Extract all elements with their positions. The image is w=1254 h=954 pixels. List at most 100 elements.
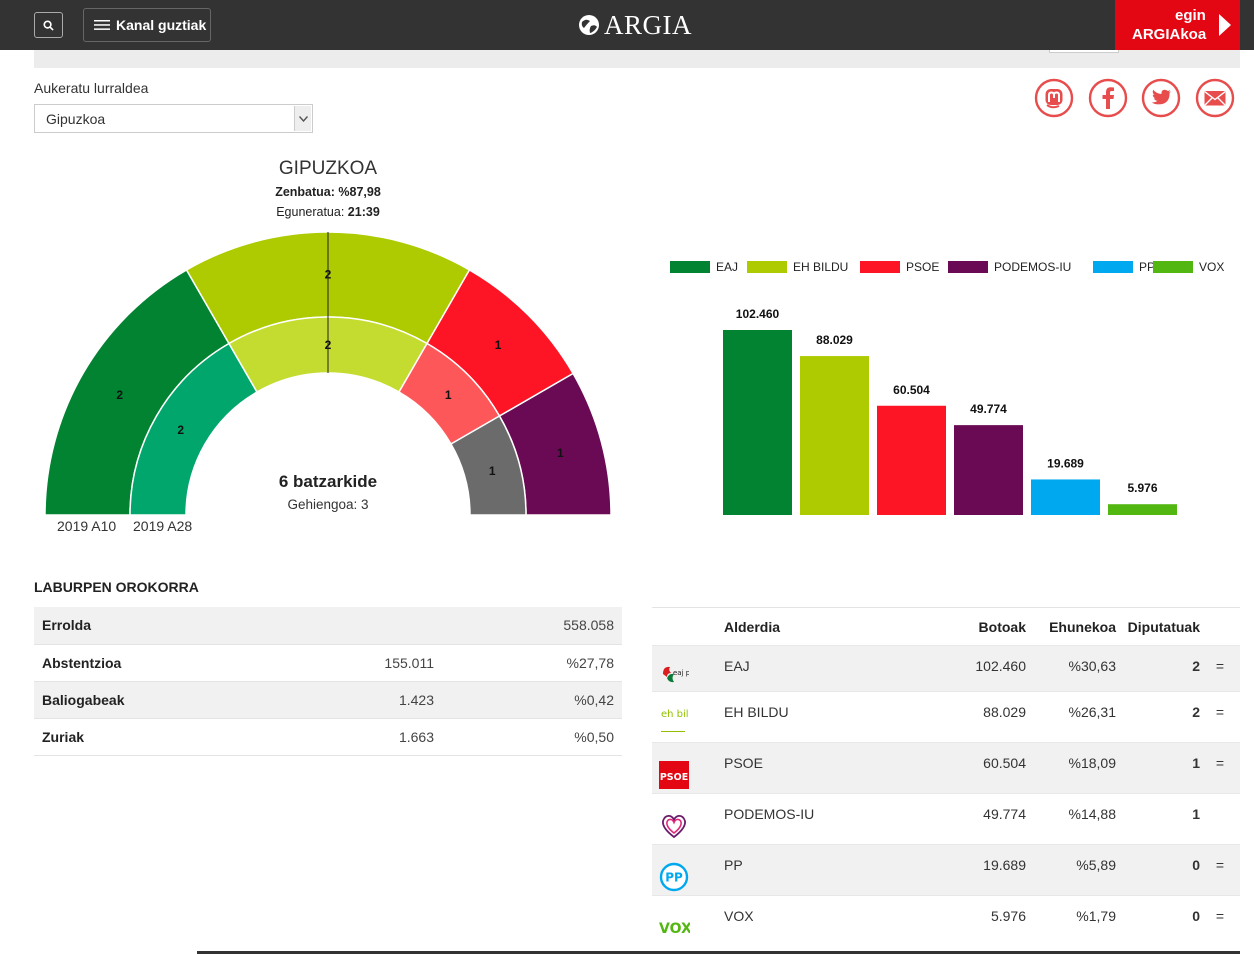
- party-votes: 88.029: [936, 691, 1026, 743]
- legend-label[interactable]: VOX: [1199, 260, 1224, 274]
- seat-change: =: [1200, 844, 1240, 896]
- party-seats: 2: [1116, 691, 1200, 743]
- table-row: eaj pnv EAJ 102.460 %30,63 2 =: [652, 645, 1240, 692]
- bar-value-label: 5.976: [1127, 481, 1157, 495]
- seat-slice-label: 1: [495, 338, 502, 352]
- updated-value: 21:39: [347, 205, 380, 219]
- party-percent: %18,09: [1026, 742, 1116, 794]
- bar-eh-bildu[interactable]: [800, 356, 869, 515]
- region-select-label: Aukeratu lurraldea: [34, 80, 149, 96]
- legend-label[interactable]: EAJ: [716, 260, 738, 274]
- bar-podemos-iu[interactable]: [954, 425, 1023, 515]
- seats-chart: 22112211: [44, 231, 612, 516]
- seat-slice-label: 1: [445, 388, 452, 402]
- percent-header: Ehunekoa: [1026, 607, 1116, 646]
- summary-count: 155.011: [322, 644, 442, 682]
- summary-table: Errolda 558.058 Abstentzioa 155.011 %27,…: [34, 607, 622, 756]
- party-seats: 1: [1116, 793, 1200, 845]
- chevron-down-icon: [294, 106, 311, 131]
- ehbildu-logo-text: eh bildu: [661, 709, 689, 720]
- party-seats: 2: [1116, 645, 1200, 692]
- legend-label[interactable]: PODEMOS-IU: [994, 260, 1071, 274]
- bar-vox[interactable]: [1108, 504, 1177, 515]
- summary-label: Baliogabeak: [34, 681, 322, 719]
- twitter-icon[interactable]: [1141, 78, 1181, 118]
- party-name: EAJ: [724, 645, 936, 692]
- counted-info: Zenbatua: %87,98: [128, 185, 528, 199]
- table-row: PODEMOS-IU 49.774 %14,88 1: [652, 793, 1240, 845]
- party-name: PODEMOS-IU: [724, 793, 936, 845]
- region-select[interactable]: Gipuzkoa: [34, 104, 313, 133]
- hamburger-icon: [94, 20, 110, 30]
- bar-psoe[interactable]: [877, 405, 946, 515]
- vox-logo-text: VOX: [659, 921, 690, 937]
- party-percent: %1,79: [1026, 895, 1116, 947]
- outer-ring-label: 2019 A10: [57, 518, 117, 534]
- pp-logo: PP: [658, 861, 690, 893]
- bar-eaj[interactable]: [723, 330, 792, 515]
- seat-slice-pp[interactable]: [449, 414, 527, 516]
- summary-label: Zuriak: [34, 718, 322, 756]
- party-votes: 49.774: [936, 793, 1026, 845]
- seat-slice-label: 1: [489, 464, 496, 478]
- summary-count: [322, 607, 442, 645]
- inner-ring-label: 2019 A28: [133, 518, 193, 534]
- seat-change: =: [1200, 895, 1240, 947]
- party-votes: 19.689: [936, 844, 1026, 896]
- party-name: PSOE: [724, 742, 936, 794]
- party-seats: 1: [1116, 742, 1200, 794]
- legend-swatch: [860, 261, 900, 273]
- bar-value-label: 102.460: [736, 307, 780, 321]
- mastodon-icon[interactable]: [1034, 78, 1074, 118]
- table-row: eh bildu EH BILDU 88.029 %26,31 2 =: [652, 691, 1240, 743]
- summary-label: Errolda: [34, 607, 322, 645]
- legend-label[interactable]: PSOE: [906, 260, 939, 274]
- table-row: Baliogabeak 1.423 %0,42: [34, 681, 622, 719]
- channels-menu-button[interactable]: Kanal guztiak: [83, 8, 211, 42]
- party-percent: %26,31: [1026, 691, 1116, 743]
- updated-info: Eguneratua: 21:39: [128, 205, 528, 219]
- party-percent: %14,88: [1026, 793, 1116, 845]
- legend-swatch: [948, 261, 988, 273]
- bar-value-label: 88.029: [816, 333, 853, 347]
- bar-pp[interactable]: [1031, 479, 1100, 515]
- bottom-divider: [197, 951, 1240, 954]
- seat-slice-label: 1: [557, 446, 564, 460]
- facebook-icon[interactable]: [1088, 78, 1128, 118]
- party-name: PP: [724, 844, 936, 896]
- eaj-logo: eaj pnv: [658, 658, 690, 690]
- seats-chart-title: GIPUZKOA: [278, 158, 378, 179]
- legend-label[interactable]: PP: [1139, 260, 1155, 274]
- table-row: Abstentzioa 155.011 %27,78: [34, 644, 622, 682]
- vox-logo: VOX: [658, 912, 690, 944]
- seats-total: 6 batzarkide: [278, 472, 378, 491]
- seat-slice-label: 2: [177, 423, 184, 437]
- party-votes: 60.504: [936, 742, 1026, 794]
- summary-label: Abstentzioa: [34, 644, 322, 682]
- subscribe-cta-button[interactable]: egin ARGIAkoa: [1115, 0, 1240, 58]
- results-table: Alderdia Botoak Ehunekoa Diputatuak eaj …: [652, 607, 1240, 947]
- seat-change: =: [1200, 742, 1240, 794]
- search-button[interactable]: [34, 12, 63, 38]
- party-votes: 102.460: [936, 645, 1026, 692]
- top-bar: Kanal guztiak ARGIA: [0, 0, 1254, 50]
- podemos-logo: [658, 810, 690, 842]
- logo-text: ARGIA: [604, 9, 692, 40]
- summary-count: 1.663: [322, 718, 442, 756]
- legend-label[interactable]: EH BILDU: [793, 260, 848, 274]
- counted-value: %87,98: [338, 185, 381, 199]
- psoe-logo-text: PSOE: [660, 772, 688, 783]
- table-row: Zuriak 1.663 %0,50: [34, 718, 622, 756]
- pp-logo-text: PP: [665, 871, 683, 885]
- results-header-row: Alderdia Botoak Ehunekoa Diputatuak: [652, 607, 1240, 646]
- counted-label: Zenbatua:: [275, 185, 335, 199]
- argia-logo[interactable]: ARGIA: [578, 10, 692, 40]
- summary-value: %27,78: [442, 644, 622, 682]
- email-icon[interactable]: [1195, 78, 1235, 118]
- logo-header: [652, 607, 724, 646]
- eaj-logo-text: eaj pnv: [673, 669, 689, 677]
- table-row: PP PP 19.689 %5,89 0 =: [652, 844, 1240, 896]
- region-select-value: Gipuzkoa: [46, 111, 106, 127]
- subheader-input[interactable]: [1049, 50, 1119, 53]
- bar-value-label: 60.504: [893, 383, 930, 397]
